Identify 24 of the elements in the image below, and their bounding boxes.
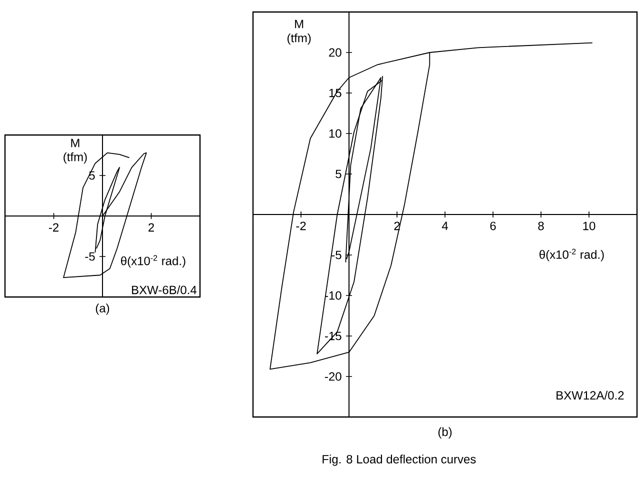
text: (b) — [438, 427, 452, 438]
y-tick-label: 5 — [336, 170, 342, 178]
x-axis-title: θ(x10$^{-2}$ rad.) — [540, 248, 604, 262]
y-tick-label: 10 — [329, 129, 342, 138]
x-tick-label: 8 — [538, 222, 544, 230]
x-tick-label: 4 — [442, 222, 448, 230]
y-tick-label: -5 — [332, 250, 342, 260]
x-tick-label: 6 — [490, 222, 496, 230]
annotation: BXW-6B/0.4 — [132, 285, 196, 294]
caption: Fig. 8 Load deflection curves — [322, 454, 476, 466]
y-tick-label: 20 — [329, 48, 342, 57]
x-tick-label: 2 — [148, 223, 154, 232]
x-tick-label: -2 — [296, 222, 306, 230]
y-tick-label: -5 — [85, 252, 95, 261]
y-tick-label: -20 — [324, 372, 342, 381]
x-tick-label: -2 — [48, 223, 58, 232]
annotation: BXW12A/0.2 — [556, 390, 624, 400]
y-tick-label: -10 — [324, 291, 342, 300]
y-axis-title: M (tfm) — [64, 138, 87, 164]
x-axis-title: θ(x10$^{-2}$ rad.) — [121, 255, 186, 268]
y-tick-label: 5 — [89, 171, 95, 180]
y-axis-title: M (tfm) — [287, 20, 311, 45]
x-tick-label: 10 — [583, 222, 596, 230]
text: (a) — [96, 304, 110, 315]
